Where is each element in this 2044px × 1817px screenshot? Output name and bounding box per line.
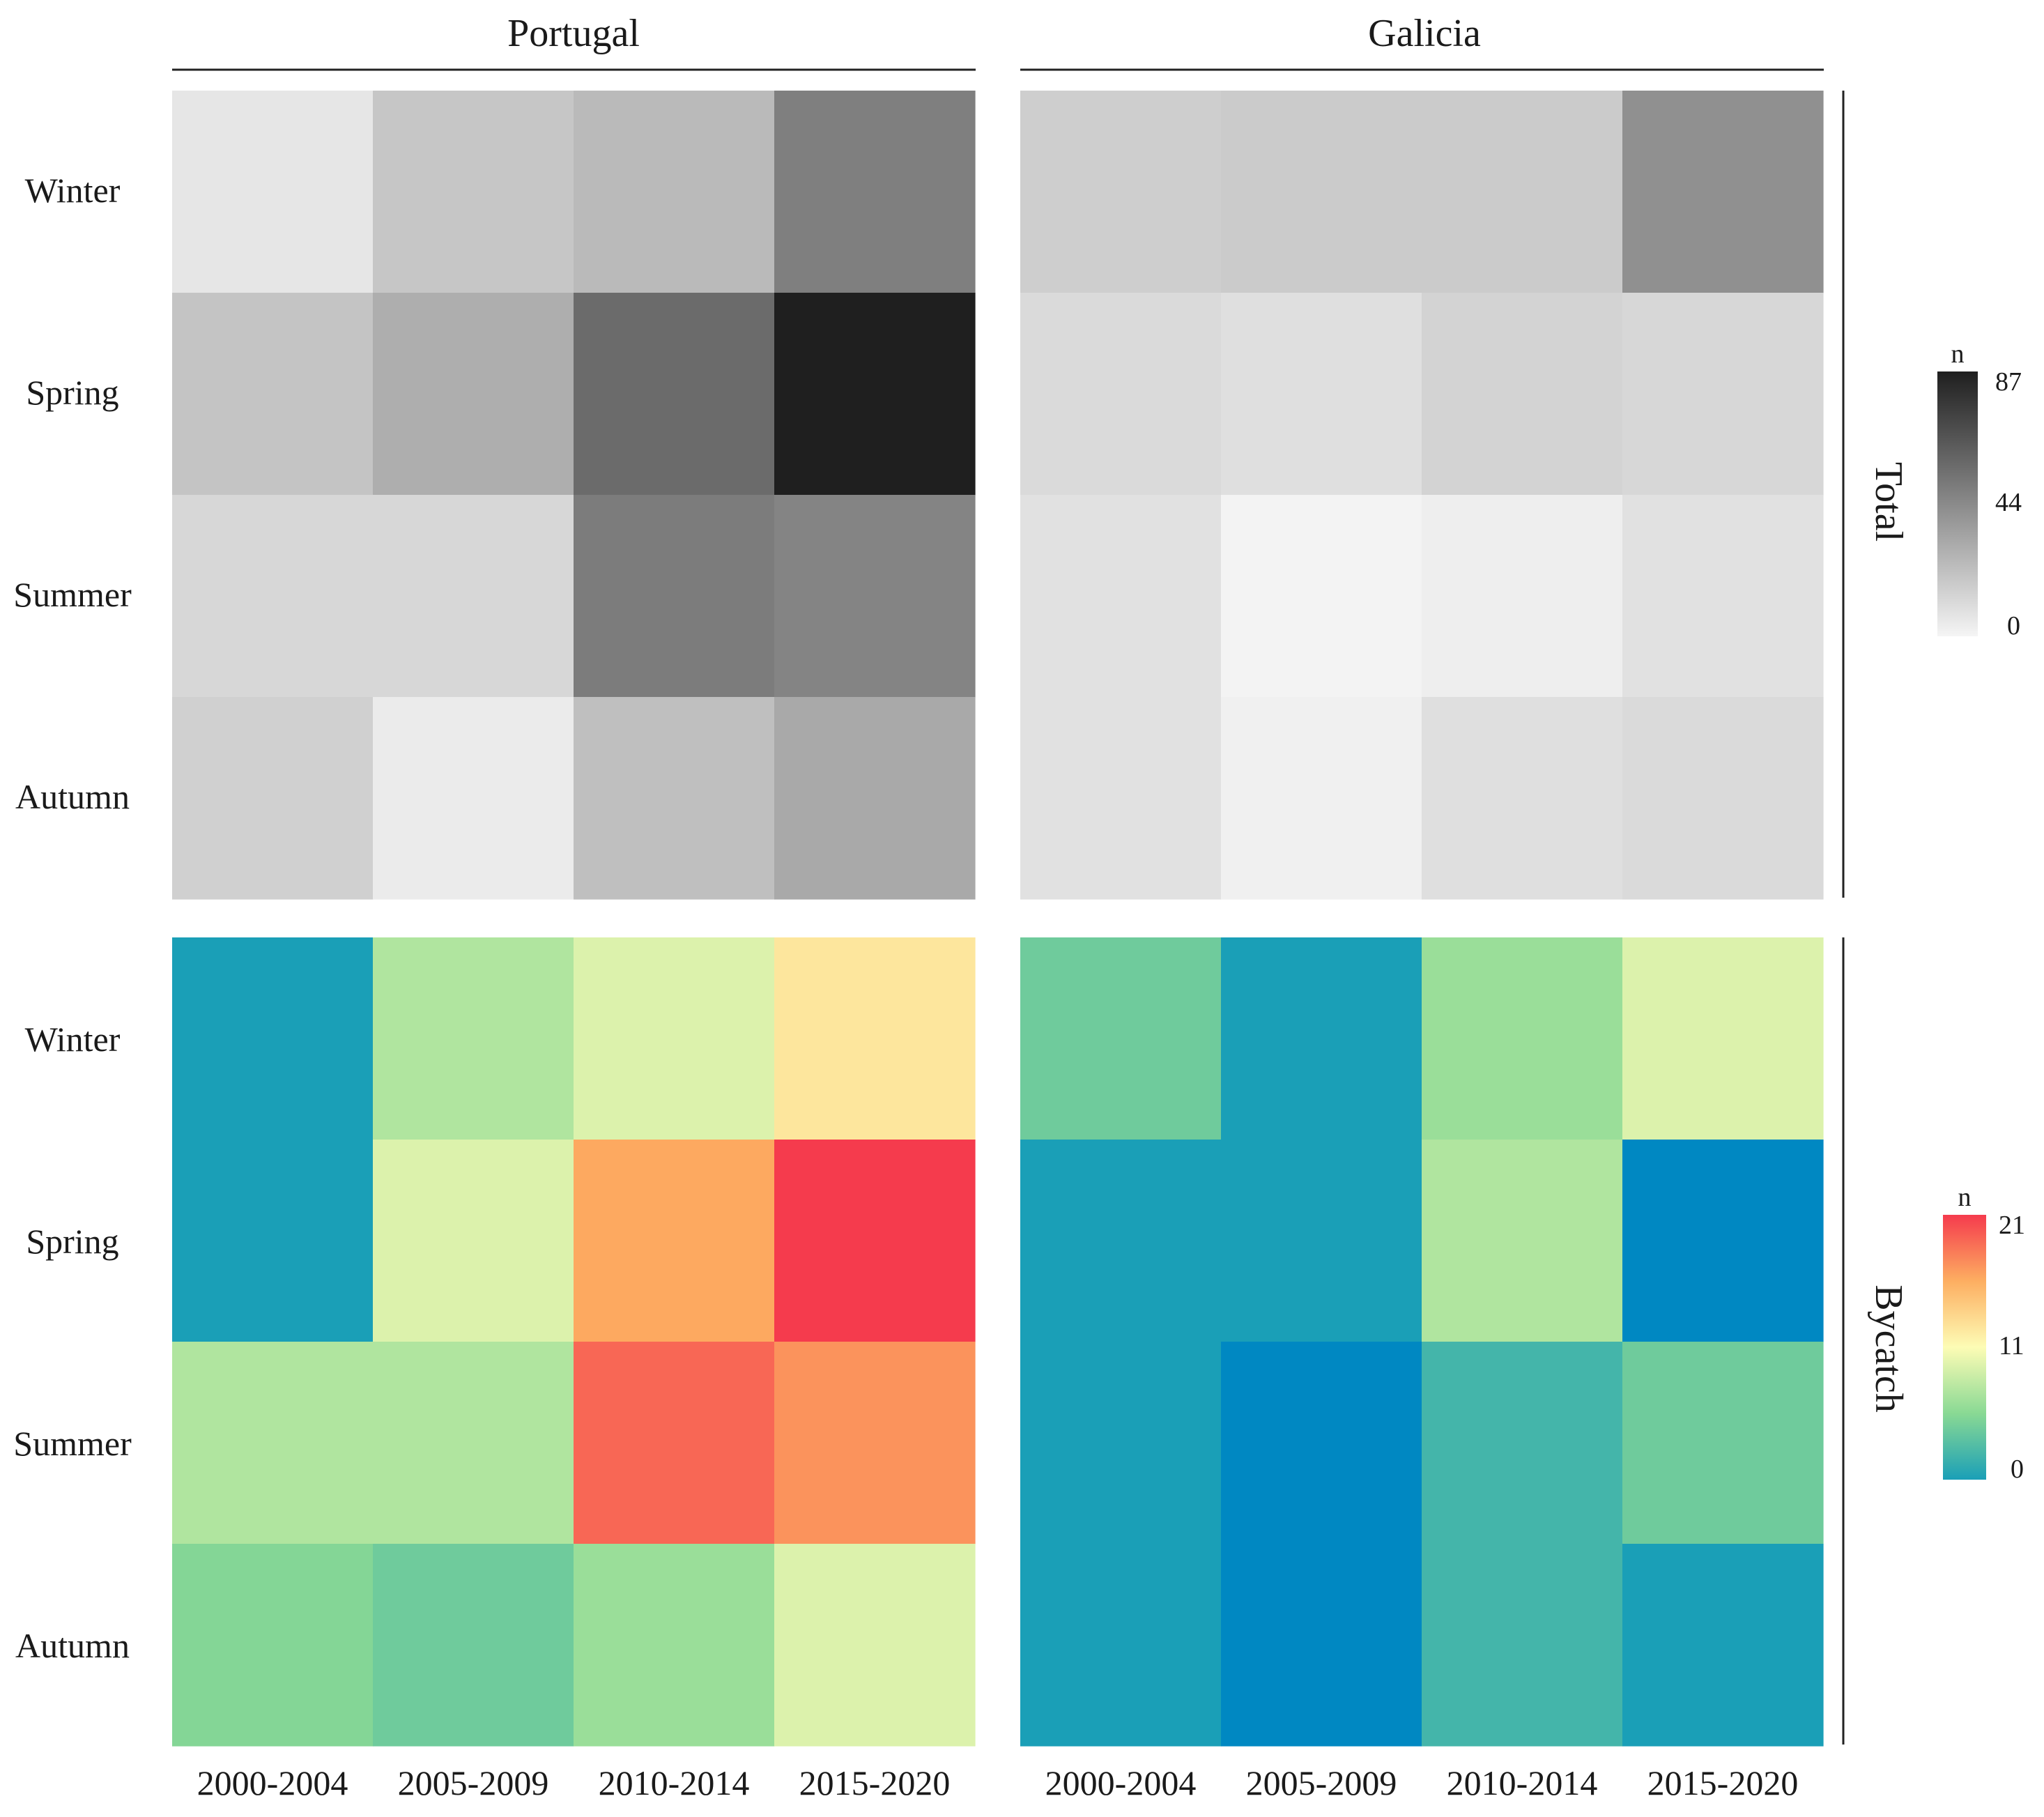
legend-colorbar-total — [1937, 371, 1978, 636]
heatmap-cell-total-galicia-spring-2005-2009 — [1221, 293, 1422, 496]
heatmap-cell-total-portugal-winter-2010-2014 — [574, 91, 775, 293]
heatmap-cell-total-portugal-spring-2010-2014 — [574, 293, 775, 496]
heatmap-cell-total-portugal-winter-2015-2020 — [774, 91, 976, 293]
heatmap-cell-bycatch-galicia-spring-2000-2004 — [1020, 1140, 1222, 1342]
heatmap-cell-total-galicia-summer-2005-2009 — [1221, 495, 1422, 698]
heatmap-cell-bycatch-portugal-winter-2010-2014 — [574, 937, 775, 1140]
heatmap-cell-bycatch-galicia-winter-2005-2009 — [1221, 937, 1422, 1140]
season-label-autumn: Autumn — [15, 777, 130, 816]
heatmap-cell-total-galicia-spring-2015-2020 — [1622, 293, 1824, 496]
heatmap-cell-bycatch-portugal-summer-2000-2004 — [172, 1342, 374, 1544]
heatmap-cell-total-portugal-summer-2000-2004 — [172, 495, 374, 698]
heatmap-cell-total-portugal-autumn-2015-2020 — [774, 697, 976, 900]
heatmap-cell-total-portugal-autumn-2005-2009 — [373, 697, 574, 900]
heatmap-cell-bycatch-portugal-summer-2005-2009 — [373, 1342, 574, 1544]
heatmap-cell-total-portugal-winter-2000-2004 — [172, 91, 374, 293]
heatmap-cell-total-galicia-spring-2000-2004 — [1020, 293, 1222, 496]
period-label-2015-2020: 2015-2020 — [799, 1763, 951, 1802]
period-label-2005-2009: 2005-2009 — [1246, 1763, 1397, 1802]
legend-tick-total-mid: 44 — [1995, 488, 2022, 517]
period-label-2015-2020: 2015-2020 — [1647, 1763, 1799, 1802]
heatmap-cell-total-galicia-winter-2005-2009 — [1221, 91, 1422, 293]
heatmap-cell-total-portugal-summer-2010-2014 — [574, 495, 775, 698]
heatmap-cell-bycatch-galicia-winter-2010-2014 — [1422, 937, 1623, 1140]
heatmap-cell-total-galicia-winter-2010-2014 — [1422, 91, 1623, 293]
season-label-autumn: Autumn — [15, 1626, 130, 1665]
heatmap-cell-bycatch-galicia-summer-2005-2009 — [1221, 1342, 1422, 1544]
legend-tick-bycatch-max: 21 — [1999, 1211, 2025, 1240]
legend-colorbar-bycatch — [1943, 1215, 1986, 1480]
heatmap-cell-bycatch-galicia-summer-2015-2020 — [1622, 1342, 1824, 1544]
heatmap-cell-total-galicia-summer-2000-2004 — [1020, 495, 1222, 698]
heatmap-cell-total-portugal-spring-2000-2004 — [172, 293, 374, 496]
heatmap-cell-bycatch-portugal-winter-2015-2020 — [774, 937, 976, 1140]
heatmap-cell-bycatch-galicia-summer-2010-2014 — [1422, 1342, 1623, 1544]
season-label-summer: Summer — [13, 1424, 132, 1463]
season-label-summer: Summer — [13, 575, 132, 614]
heatmap-cell-bycatch-portugal-spring-2000-2004 — [172, 1140, 374, 1342]
season-label-spring: Spring — [26, 373, 118, 412]
row-strip-title-bycatch: Bycatch — [1867, 1285, 1910, 1412]
season-label-spring: Spring — [26, 1222, 118, 1261]
heatmap-cell-bycatch-portugal-winter-2000-2004 — [172, 937, 374, 1140]
heatmap-cell-bycatch-galicia-spring-2010-2014 — [1422, 1140, 1623, 1342]
heatmap-cell-total-galicia-summer-2010-2014 — [1422, 495, 1623, 698]
heatmap-cell-bycatch-galicia-winter-2000-2004 — [1020, 937, 1222, 1140]
legend-tick-total-max: 87 — [1995, 367, 2022, 397]
heatmap-cell-total-galicia-autumn-2000-2004 — [1020, 697, 1222, 900]
row-strip-title-total: Total — [1867, 462, 1910, 542]
heatmap-cell-total-galicia-winter-2015-2020 — [1622, 91, 1824, 293]
period-label-2010-2014: 2010-2014 — [599, 1763, 750, 1802]
heatmap-cell-bycatch-galicia-summer-2000-2004 — [1020, 1342, 1222, 1544]
heatmap-cell-bycatch-portugal-spring-2005-2009 — [373, 1140, 574, 1342]
season-label-winter: Winter — [25, 1020, 121, 1059]
heatmap-cell-total-galicia-winter-2000-2004 — [1020, 91, 1222, 293]
heatmap-cell-bycatch-portugal-autumn-2005-2009 — [373, 1544, 574, 1747]
heatmap-cell-bycatch-portugal-autumn-2000-2004 — [172, 1544, 374, 1747]
heatmap-cells — [172, 91, 1824, 1747]
period-label-2010-2014: 2010-2014 — [1447, 1763, 1598, 1802]
heatmap-cell-total-portugal-spring-2005-2009 — [373, 293, 574, 496]
heatmap-cell-total-galicia-autumn-2005-2009 — [1221, 697, 1422, 900]
heatmap-cell-bycatch-galicia-autumn-2010-2014 — [1422, 1544, 1623, 1747]
heatmap-cell-total-portugal-spring-2015-2020 — [774, 293, 976, 496]
heatmap-cell-bycatch-galicia-autumn-2000-2004 — [1020, 1544, 1222, 1747]
legend-tick-total-min: 0 — [2007, 611, 2020, 641]
heatmap-cell-bycatch-portugal-summer-2015-2020 — [774, 1342, 976, 1544]
legend-tick-bycatch-mid: 11 — [1999, 1331, 2024, 1360]
season-label-winter: Winter — [25, 171, 121, 210]
heatmap-cell-total-portugal-winter-2005-2009 — [373, 91, 574, 293]
heatmap-cell-bycatch-portugal-spring-2010-2014 — [574, 1140, 775, 1342]
heatmap-cell-bycatch-galicia-autumn-2005-2009 — [1221, 1544, 1422, 1747]
heatmap-cell-total-portugal-autumn-2000-2004 — [172, 697, 374, 900]
heatmap-cell-total-galicia-summer-2015-2020 — [1622, 495, 1824, 698]
heatmap-cell-total-portugal-autumn-2010-2014 — [574, 697, 775, 900]
legend-title-bycatch: n — [1958, 1183, 1972, 1212]
heatmap-cell-total-galicia-spring-2010-2014 — [1422, 293, 1623, 496]
period-label-2005-2009: 2005-2009 — [398, 1763, 549, 1802]
legend-tick-bycatch-min: 0 — [2011, 1455, 2024, 1484]
heatmap-cell-bycatch-galicia-spring-2005-2009 — [1221, 1140, 1422, 1342]
heatmap-cell-bycatch-portugal-summer-2010-2014 — [574, 1342, 775, 1544]
facet-title-portugal: Portugal — [507, 12, 640, 55]
legend-title-total: n — [1951, 339, 1965, 369]
heatmap-cell-bycatch-portugal-autumn-2015-2020 — [774, 1544, 976, 1747]
heatmap-cell-bycatch-galicia-autumn-2015-2020 — [1622, 1544, 1824, 1747]
heatmap-cell-total-portugal-summer-2015-2020 — [774, 495, 976, 698]
period-label-2000-2004: 2000-2004 — [1045, 1763, 1197, 1802]
period-label-2000-2004: 2000-2004 — [197, 1763, 348, 1802]
heatmap-cell-bycatch-galicia-winter-2015-2020 — [1622, 937, 1824, 1140]
heatmap-cell-bycatch-portugal-spring-2015-2020 — [774, 1140, 976, 1342]
heatmap-cell-bycatch-galicia-spring-2015-2020 — [1622, 1140, 1824, 1342]
heatmap-cell-total-portugal-summer-2005-2009 — [373, 495, 574, 698]
facet-title-galicia: Galicia — [1368, 12, 1481, 55]
heatmap-cell-bycatch-portugal-winter-2005-2009 — [373, 937, 574, 1140]
heatmap-cell-total-galicia-autumn-2010-2014 — [1422, 697, 1623, 900]
heatmap-cell-bycatch-portugal-autumn-2010-2014 — [574, 1544, 775, 1747]
heatmap-cell-total-galicia-autumn-2015-2020 — [1622, 697, 1824, 900]
